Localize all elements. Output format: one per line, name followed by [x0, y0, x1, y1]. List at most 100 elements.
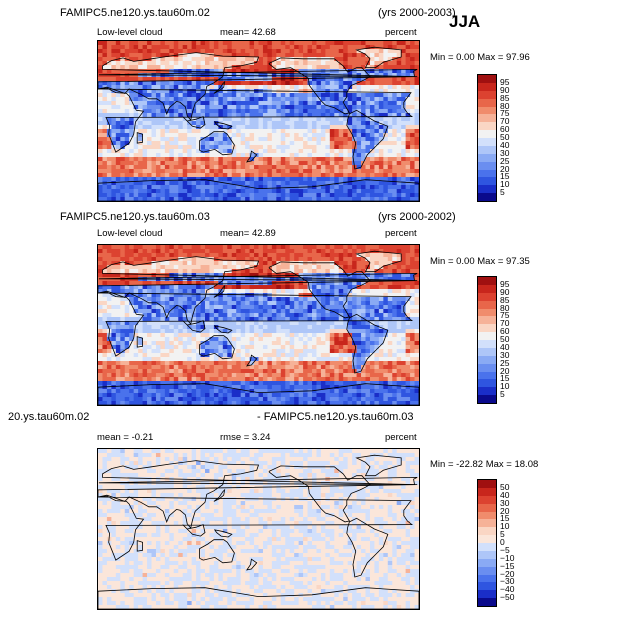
coastline-japan [213, 284, 226, 298]
coastline-africa [98, 291, 414, 357]
colorbar-swatch [478, 300, 496, 309]
coastline-namerica [268, 261, 371, 319]
colorbar-swatch [478, 582, 496, 591]
panel2-minmax: Min = 0.00 Max = 97.35 [430, 256, 530, 267]
panel3-minmax: Min = -22.82 Max = 18.08 [430, 459, 539, 470]
colorbar-tick-label: 40 [500, 139, 510, 150]
colorbar-tick-label: 60 [500, 326, 510, 337]
colorbar-swatch [478, 340, 496, 348]
panel2-map [97, 244, 420, 406]
colorbar-swatch [478, 363, 496, 372]
season-label: JJA [449, 12, 481, 31]
colorbar-tick-label: 75 [500, 310, 510, 321]
panel2-units: percent [385, 228, 417, 239]
colorbar-swatch [478, 387, 496, 396]
colorbar-tick-label: 0 [500, 537, 505, 547]
coastline-madagascar [136, 540, 143, 552]
coastlines [98, 46, 419, 201]
coastline-australia [199, 539, 235, 564]
coastline-africa [98, 87, 414, 153]
colorbar-tick-label: 20 [500, 505, 510, 516]
colorbar-tick-label: 75 [500, 108, 510, 119]
coastline-indonesia [182, 320, 206, 333]
colorbar-tick-label: −30 [500, 576, 515, 587]
coastline-uk [98, 477, 418, 486]
panel3-rmse: rmse = 3.24 [220, 432, 271, 443]
colorbar-swatch [478, 566, 496, 575]
coastline-australia [199, 131, 235, 156]
coastline-uk [98, 273, 418, 282]
colorbar-swatch [478, 75, 496, 83]
colorbar-swatch [478, 379, 496, 388]
colorbar-tick-label: 30 [500, 497, 510, 508]
colorbar-tick-label: 25 [500, 357, 510, 368]
colorbar-tick-label: 95 [500, 76, 510, 87]
colorbar-tick-label: 40 [500, 341, 510, 352]
coastline-uk [98, 69, 418, 78]
coastline-antarctica [98, 179, 419, 201]
panel3-map [97, 448, 420, 610]
colorbar-swatch [478, 324, 496, 333]
colorbar-swatch [478, 347, 496, 356]
coastline-newguinea [213, 121, 233, 130]
panel1-years: (yrs 2000-2003) [378, 7, 456, 19]
colorbar-tick-label: 20 [500, 365, 510, 376]
colorbar-swatch [478, 114, 496, 123]
coastlines [98, 250, 419, 405]
colorbar-swatch [478, 503, 496, 512]
panel1-case-title: FAMIPC5.ne120.ys.tau60m.02 [60, 7, 210, 19]
coastline-africa [98, 495, 414, 561]
colorbar-swatch [478, 598, 496, 606]
colorbar-tick-label: 20 [500, 163, 510, 174]
heatmap-cells [98, 41, 419, 201]
colorbar-swatch [478, 519, 496, 528]
coastline-samerica [346, 313, 389, 374]
colorbar-tick-label: 30 [500, 349, 510, 360]
colorbar-swatch [478, 177, 496, 186]
panel1-map [97, 40, 420, 202]
panel2-field: Low-level cloud [97, 228, 163, 239]
colorbar-swatch [478, 82, 496, 91]
colorbar-swatch [478, 277, 496, 285]
colorbar-tick-label: 50 [500, 481, 510, 492]
colorbar-swatch [478, 90, 496, 99]
coastline-nz [246, 354, 258, 367]
panel1-mean: mean= 42.68 [220, 27, 276, 38]
colorbar-swatch [478, 122, 496, 131]
colorbar-tick-label: 10 [500, 179, 510, 190]
coastline-indonesia [182, 524, 206, 537]
colorbar-swatch [478, 316, 496, 325]
coastline-antarctica [98, 587, 419, 609]
panel2-mean: mean= 42.89 [220, 228, 276, 239]
colorbar-tick-label: 80 [500, 302, 510, 313]
colorbar-swatch [478, 193, 496, 201]
colorbar-swatch [478, 511, 496, 520]
panel3-case-a: 20.ys.tau60m.02 [8, 411, 90, 423]
colorbar-swatch [478, 395, 496, 403]
colorbar-swatch [478, 161, 496, 170]
colorbar-tick-label: 85 [500, 294, 510, 305]
colorbar-swatch [478, 106, 496, 115]
colorbar-tick-label: 25 [500, 155, 510, 166]
colorbar-tick-label: 50 [500, 132, 510, 142]
colorbar-tick-label: 15 [500, 171, 510, 182]
colorbar-tick-label: 30 [500, 147, 510, 158]
colorbar-swatch [478, 574, 496, 583]
colorbar-swatch [478, 130, 496, 138]
colorbar-tick-label: 15 [500, 373, 510, 384]
coastline-greenland [355, 46, 402, 69]
colorbar-tick-label: 70 [500, 116, 510, 127]
colorbar-tick-label: −5 [500, 544, 510, 555]
panel3-case-b: - FAMIPC5.ne120.ys.tau60m.03 [257, 411, 414, 423]
coastlines [98, 454, 419, 609]
colorbar-swatch [478, 543, 496, 551]
colorbar-swatch [478, 284, 496, 293]
colorbar-swatch [478, 138, 496, 146]
colorbar-tick-label: −40 [500, 584, 515, 595]
colorbar-tick-label: 90 [500, 84, 510, 95]
colorbar-swatch [478, 185, 496, 194]
colorbar-tick-label: 80 [500, 100, 510, 111]
coastline-eurasia [98, 256, 418, 326]
colorbar-tick-label: −20 [500, 568, 515, 579]
colorbar-swatch [478, 480, 496, 488]
